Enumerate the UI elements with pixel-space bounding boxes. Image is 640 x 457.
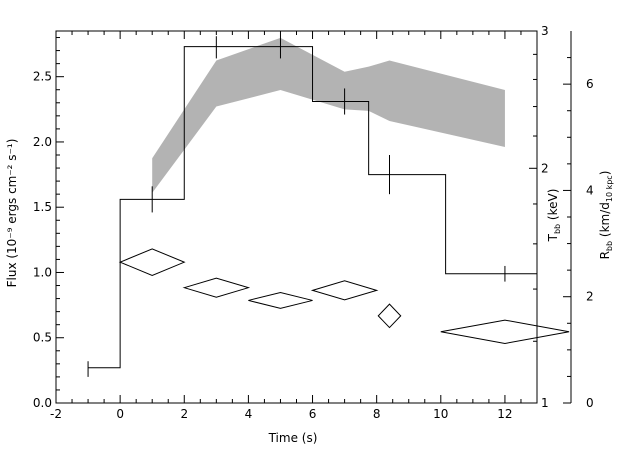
x-tick-label-6: 10: [433, 407, 448, 421]
radius-axis-label-main: R: [598, 251, 612, 259]
x-tick-label-4: 6: [309, 407, 317, 421]
flux-tick-label-3: 1.5: [33, 200, 52, 214]
radius-diamond-0: [118, 248, 186, 276]
temperature-tick-label-0: 1: [541, 396, 549, 410]
x-tick-label-2: 2: [180, 407, 188, 421]
flux-tick-label-2: 1.0: [33, 265, 52, 279]
x-tick-label-7: 12: [497, 407, 512, 421]
radius-tick-label-1: 2: [586, 290, 594, 304]
flux-tick-label-0: 0.0: [33, 396, 52, 410]
flux-tick-label-4: 2.0: [33, 135, 52, 149]
radius-axis-label-sub2: 10 kpc: [605, 175, 614, 202]
temperature-axis-label-sub: bb: [553, 224, 562, 234]
radius-axis-label-end: ): [598, 171, 612, 176]
x-tick-label-5: 8: [373, 407, 381, 421]
temperature-band-layer: [152, 37, 505, 193]
temperature-tick-label-1: 2: [541, 161, 549, 175]
temperature-tick-label-2: 3: [541, 24, 549, 38]
flux-step-layer: [87, 34, 537, 377]
radius-axis-label: Rbb (km/d10 kpc): [598, 171, 614, 260]
flux-axis-label: Flux (10⁻⁹ ergs cm⁻² s⁻¹): [5, 139, 19, 288]
radius-diamond-1: [182, 277, 251, 298]
radius-diamond-5: [440, 319, 570, 344]
flux-tick-label-5: 2.5: [33, 70, 52, 84]
x-tick-label-3: 4: [245, 407, 253, 421]
x-tick-label-0: -2: [50, 407, 62, 421]
radius-axis-label-sub: bb: [605, 241, 614, 251]
radius-tick-label-3: 6: [586, 77, 594, 91]
radius-diamond-3: [310, 280, 379, 301]
radius-diamond-4: [377, 303, 402, 329]
radius-axis-label-mid: (km/d: [598, 202, 612, 241]
x-tick-label-1: 0: [116, 407, 124, 421]
radius-tick-label-2: 4: [586, 183, 594, 197]
temperature-axis-label-main: T: [546, 233, 560, 242]
radius-tick-label-0: 0: [586, 396, 594, 410]
flux-step-line: [88, 46, 537, 369]
temperature-axis-label-rest: (keV): [546, 189, 560, 224]
radius-diamond-2: [248, 291, 313, 309]
temperature-axis-label: Tbb (keV): [546, 189, 562, 243]
radius-diamond-layer: [118, 248, 570, 344]
flux-tick-label-1: 0.5: [33, 331, 52, 345]
temperature-band: [152, 37, 505, 193]
x-axis-label: Time (s): [268, 431, 318, 445]
